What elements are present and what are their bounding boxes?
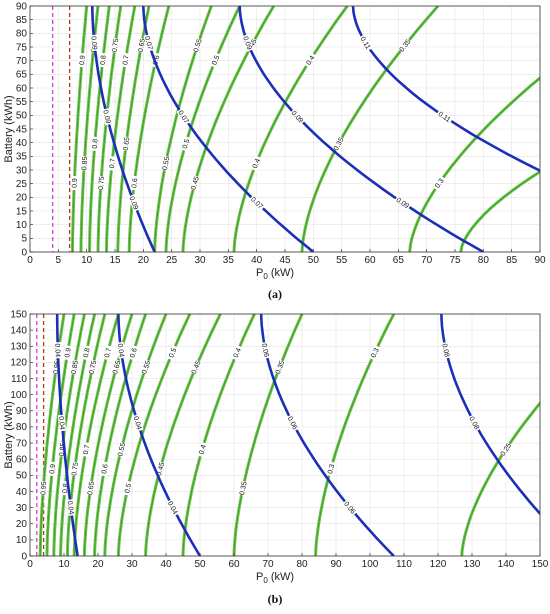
y-tick-label: 40	[16, 138, 28, 149]
x-tick-label: 90	[330, 559, 342, 570]
x-tick-label: 0	[27, 255, 33, 266]
x-tick-label: 80	[478, 255, 490, 266]
y-tick-label: 50	[16, 471, 28, 482]
x-tick-label: 70	[421, 255, 433, 266]
y-tick-label: 25	[16, 179, 28, 190]
y-tick-label: 120	[10, 358, 27, 369]
x-tick-label: 100	[362, 559, 379, 570]
x-tick-label: 10	[58, 559, 70, 570]
x-tick-label: 50	[308, 255, 320, 266]
y-tick-label: 140	[10, 325, 27, 336]
y-tick-label: 20	[16, 519, 28, 530]
y-tick-label: 75	[16, 42, 28, 53]
x-tick-label: 30	[126, 559, 138, 570]
y-tick-label: 30	[16, 165, 28, 176]
x-tick-label: 50	[194, 559, 206, 570]
y-tick-label: 90	[16, 1, 28, 12]
y-tick-label: 40	[16, 487, 28, 498]
y-tick-label: 130	[10, 342, 27, 353]
x-tick-label: 120	[430, 559, 447, 570]
panel-a: 0.90.90.850.850.80.80.750.750.70.70.650.…	[3, 1, 550, 301]
y-tick-label: 20	[16, 193, 28, 204]
x-tick-label: 45	[279, 255, 291, 266]
y-axis-label: Battery (kWh)	[3, 401, 15, 468]
x-tick-label: 60	[364, 255, 376, 266]
x-tick-label: 15	[109, 255, 121, 266]
contour-label-green: 0.8	[92, 139, 100, 149]
contour-label-green: 0.75	[98, 176, 106, 190]
y-tick-label: 0	[21, 551, 27, 562]
x-tick-label: 20	[138, 255, 150, 266]
y-tick-label: 90	[16, 406, 28, 417]
x-tick-label: 40	[251, 255, 263, 266]
contour-label-green: 0.9	[79, 55, 87, 65]
x-tick-label: 55	[336, 255, 348, 266]
y-tick-label: 15	[16, 206, 28, 217]
y-tick-label: 60	[16, 83, 28, 94]
y-tick-label: 5	[21, 234, 27, 245]
y-tick-label: 30	[16, 503, 28, 514]
contour-label-green: 0.9	[72, 178, 79, 188]
x-tick-label: 65	[393, 255, 405, 266]
y-tick-label: 60	[16, 455, 28, 466]
y-tick-label: 80	[16, 29, 28, 40]
contour-label-green: 0.9	[49, 464, 57, 474]
y-tick-label: 65	[16, 70, 28, 81]
contour-label-blue: 0.04	[57, 416, 65, 430]
y-tick-label: 50	[16, 111, 28, 122]
y-tick-label: 70	[16, 56, 28, 67]
x-tick-label: 150	[532, 559, 549, 570]
contour-label-green: 0.6	[131, 178, 139, 189]
x-tick-label: 10	[81, 255, 93, 266]
panel-b: 0.950.950.90.90.850.850.80.80.750.750.70…	[3, 309, 550, 606]
y-tick-label: 45	[16, 124, 28, 135]
x-tick-label: 0	[27, 559, 33, 570]
x-axis-label: P0 (kW)	[256, 267, 294, 281]
y-tick-label: 110	[11, 374, 27, 385]
y-tick-label: 35	[16, 152, 28, 163]
x-tick-label: 75	[449, 255, 461, 266]
y-tick-label: 0	[21, 247, 27, 258]
contour-label-green: 0.85	[81, 156, 89, 170]
y-axis-label: Battery (kWh)	[3, 95, 15, 162]
panel-label: (b)	[268, 592, 283, 606]
x-tick-label: 85	[506, 255, 518, 266]
x-tick-label: 30	[194, 255, 206, 266]
x-tick-label: 40	[160, 559, 172, 570]
y-tick-label: 85	[16, 15, 28, 26]
contour-label-green: 0.7	[109, 158, 117, 168]
x-tick-label: 140	[498, 559, 515, 570]
x-tick-label: 25	[166, 255, 178, 266]
x-tick-label: 80	[296, 559, 308, 570]
y-tick-label: 10	[16, 220, 28, 231]
y-tick-label: 100	[10, 390, 27, 401]
x-tick-label: 20	[92, 559, 104, 570]
contour-label-green: 0.8	[100, 55, 108, 66]
x-tick-label: 5	[56, 255, 62, 266]
x-tick-label: 60	[228, 559, 240, 570]
contour-label-blue: 0.09	[89, 36, 97, 50]
panel-label: (a)	[268, 287, 282, 301]
x-axis-label: P0 (kW)	[256, 571, 294, 585]
y-tick-label: 150	[10, 309, 27, 320]
x-tick-label: 110	[396, 559, 412, 570]
x-tick-label: 130	[464, 559, 481, 570]
x-tick-label: 35	[223, 255, 235, 266]
y-tick-label: 80	[16, 422, 28, 433]
contour-label-blue: 0.04	[53, 343, 60, 357]
y-tick-label: 55	[16, 97, 28, 108]
y-tick-label: 70	[16, 438, 28, 449]
contour-label-green: 0.95	[40, 481, 48, 495]
x-tick-label: 90	[534, 255, 546, 266]
x-tick-label: 70	[262, 559, 274, 570]
y-tick-label: 10	[16, 535, 28, 546]
